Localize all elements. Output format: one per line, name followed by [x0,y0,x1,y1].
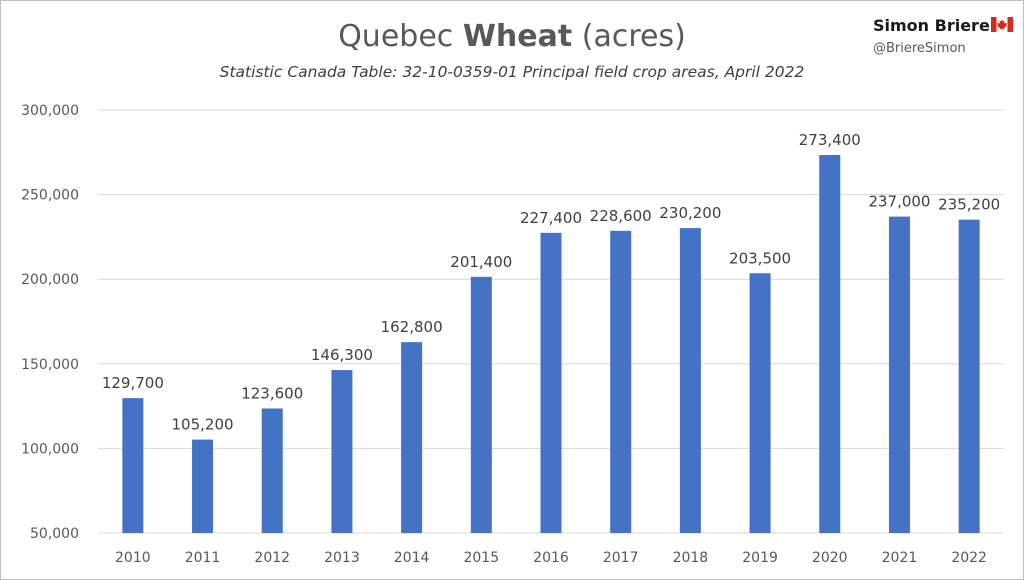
x-tick-label: 2015 [463,550,499,566]
y-tick-label: 250,000 [21,188,79,204]
x-tick-label: 2010 [115,550,151,566]
data-label-2022: 235,200 [938,196,1000,214]
bar-2015 [470,276,492,533]
bar-2014 [401,342,423,533]
x-tick-label: 2014 [394,550,430,566]
author-name: Simon Briere [873,16,990,35]
title-suffix: (acres) [581,19,686,54]
x-tick-label: 2019 [742,550,778,566]
x-tick-label: 2016 [533,550,569,566]
x-tick-label: 2018 [673,550,709,566]
author-handle: @BriereSimon [873,41,966,56]
data-label-2017: 228,600 [590,207,652,225]
data-label-2018: 230,200 [659,204,721,222]
y-tick-label: 200,000 [21,272,79,288]
y-tick-label: 50,000 [30,526,79,542]
title-bold: Wheat [462,19,573,54]
chart-subtitle: Statistic Canada Table: 32-10-0359-01 Pr… [219,63,805,81]
x-tick-label: 2017 [603,550,639,566]
canada-flag-icon [991,17,1013,32]
data-label-2011: 105,200 [172,416,234,434]
x-tick-label: 2012 [254,550,290,566]
bar-2017 [610,230,632,533]
data-label-2016: 227,400 [520,209,582,227]
data-label-2012: 123,600 [241,384,303,402]
bar-2013 [331,370,353,533]
data-label-2019: 203,500 [729,249,791,267]
bar-2012 [261,408,283,533]
bar-2021 [888,216,910,533]
x-tick-label: 2013 [324,550,360,566]
y-tick-label: 150,000 [21,357,79,373]
x-tick-label: 2011 [185,550,221,566]
bar-2019 [749,273,771,533]
bar-2010 [122,398,144,533]
bar-2016 [540,232,562,533]
data-label-2021: 237,000 [868,193,930,211]
data-label-2013: 146,300 [311,346,373,364]
bar-2020 [819,155,841,533]
data-label-2014: 162,800 [381,318,443,336]
x-tick-label: 2021 [882,550,918,566]
x-axis-ticks: 2010 2011 2012 2013 2014 2015 2016 2017 2018 2019… [115,550,987,566]
bars [122,155,980,533]
data-labels: 129,700 105,200 123,600 146,300 162,800 201,4… [102,131,1000,434]
title-prefix: Quebec [338,19,454,54]
chart-title: Quebec Wheat (acres) [1,19,1023,54]
bar-2011 [192,439,214,533]
x-tick-label: 2022 [951,550,987,566]
y-tick-label: 100,000 [21,441,79,457]
y-axis-ticks: 50,000 100,000 150,000 200,000 250,000 300,00… [21,103,79,542]
bar-2018 [679,228,701,533]
bar-2022 [958,219,980,533]
y-tick-label: 300,000 [21,103,79,119]
data-label-2020: 273,400 [799,131,861,149]
data-label-2010: 129,700 [102,374,164,392]
data-label-2015: 201,400 [450,253,512,271]
x-tick-label: 2020 [812,550,848,566]
